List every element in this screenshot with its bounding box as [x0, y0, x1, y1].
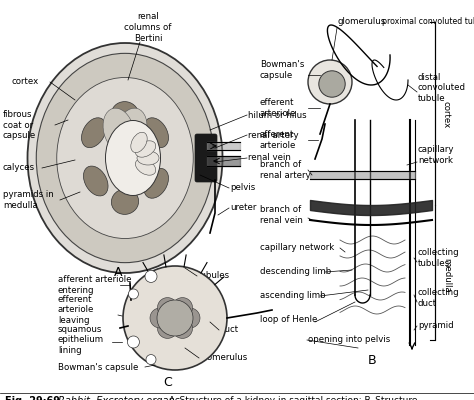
- Text: renal vein: renal vein: [248, 154, 291, 162]
- Text: C: C: [164, 376, 173, 388]
- Text: renal
columns of
Bertini: renal columns of Bertini: [124, 12, 172, 43]
- Text: Bowman's
capsule: Bowman's capsule: [260, 60, 304, 80]
- Circle shape: [308, 60, 352, 104]
- Circle shape: [128, 289, 138, 299]
- Text: efferent
arteriole: efferent arteriole: [260, 98, 296, 118]
- Text: B: B: [368, 354, 376, 366]
- Text: glomerulus: glomerulus: [200, 354, 248, 362]
- Text: hilum or hilus: hilum or hilus: [248, 110, 307, 120]
- Ellipse shape: [116, 108, 147, 152]
- Text: duct: duct: [220, 326, 239, 334]
- Text: afferent arteriole
entering: afferent arteriole entering: [58, 275, 131, 295]
- Text: branch of
renal vein: branch of renal vein: [260, 205, 303, 225]
- Text: branch of
renal artery: branch of renal artery: [260, 160, 310, 180]
- Text: Rabbit. Excretory organs.: Rabbit. Excretory organs.: [55, 396, 183, 400]
- Text: collecting
duct: collecting duct: [418, 288, 460, 308]
- Text: opening into pelvis: opening into pelvis: [308, 336, 390, 344]
- Circle shape: [180, 308, 200, 328]
- Text: cortex: cortex: [12, 78, 39, 86]
- Ellipse shape: [144, 168, 168, 198]
- Text: distal
convoluted
tubule: distal convoluted tubule: [418, 73, 466, 103]
- Ellipse shape: [136, 159, 156, 175]
- Ellipse shape: [131, 132, 147, 152]
- Text: descending limb: descending limb: [260, 268, 331, 276]
- Text: ureter: ureter: [230, 204, 256, 212]
- Text: capillary
network: capillary network: [418, 145, 455, 165]
- Text: pyramids in
medulla: pyramids in medulla: [3, 190, 54, 210]
- Text: calyces: calyces: [3, 164, 35, 172]
- Ellipse shape: [136, 141, 156, 157]
- Text: efferent
arteriole
leaving: efferent arteriole leaving: [58, 295, 94, 325]
- Circle shape: [157, 298, 177, 318]
- Circle shape: [146, 354, 156, 364]
- Ellipse shape: [103, 108, 134, 152]
- Circle shape: [150, 308, 170, 328]
- Text: afferent
arteriole: afferent arteriole: [260, 130, 296, 150]
- Text: ascending limb: ascending limb: [260, 292, 326, 300]
- Ellipse shape: [144, 118, 168, 148]
- Ellipse shape: [27, 43, 222, 273]
- Text: medulla: medulla: [442, 258, 451, 292]
- Text: A–Structure of a kidney in sagittal section; B–Structure: A–Structure of a kidney in sagittal sect…: [5, 396, 418, 400]
- Circle shape: [123, 266, 227, 370]
- Text: cortex: cortex: [442, 101, 451, 129]
- Circle shape: [145, 270, 157, 282]
- Text: pyramid: pyramid: [418, 322, 454, 330]
- Text: pelvis: pelvis: [230, 184, 255, 192]
- Text: renal artery: renal artery: [248, 130, 299, 140]
- Text: collecting
tubules: collecting tubules: [418, 248, 460, 268]
- Circle shape: [319, 71, 345, 97]
- Ellipse shape: [36, 53, 214, 263]
- Circle shape: [157, 318, 177, 338]
- Text: Fig. 29·69.: Fig. 29·69.: [5, 396, 64, 400]
- Text: glomerulus: glomerulus: [338, 18, 386, 26]
- Ellipse shape: [82, 118, 106, 148]
- Text: tubules: tubules: [198, 272, 230, 280]
- Ellipse shape: [111, 102, 138, 127]
- Text: fibrous
coat or
capsule: fibrous coat or capsule: [3, 110, 36, 140]
- Circle shape: [173, 318, 192, 338]
- Ellipse shape: [111, 189, 138, 214]
- Ellipse shape: [137, 151, 159, 165]
- Text: capillary network: capillary network: [260, 244, 334, 252]
- Text: loop of Henle: loop of Henle: [260, 316, 318, 324]
- FancyBboxPatch shape: [195, 134, 217, 182]
- Text: squamous
epithelium
lining: squamous epithelium lining: [58, 325, 104, 355]
- Circle shape: [157, 300, 193, 336]
- Ellipse shape: [106, 120, 161, 196]
- Text: A: A: [114, 266, 122, 278]
- Circle shape: [173, 298, 192, 318]
- Ellipse shape: [83, 166, 108, 196]
- Ellipse shape: [57, 78, 193, 238]
- Text: Bowman's capsule: Bowman's capsule: [58, 362, 138, 372]
- Text: proximal convoluted tubule: proximal convoluted tubule: [382, 18, 474, 26]
- Circle shape: [128, 336, 139, 348]
